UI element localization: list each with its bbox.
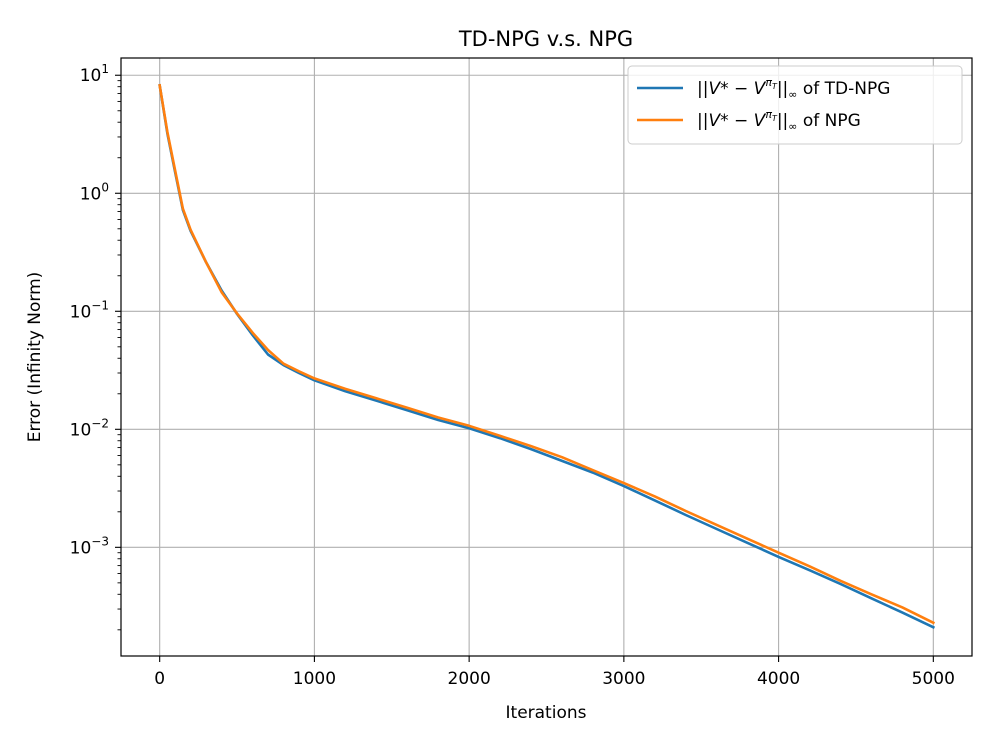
grid-lines: [121, 58, 972, 656]
legend-label-mid: * −: [720, 111, 754, 131]
y-tick-label-exponent: 1: [101, 62, 109, 76]
legend-label-mid: * −: [720, 79, 754, 99]
legend-label-sub: ∞: [788, 88, 797, 101]
y-tick-label-exponent: 0: [101, 180, 109, 194]
y-axis-label: Error (Infinity Norm): [25, 272, 45, 443]
legend-label-sub: ∞: [788, 120, 797, 133]
y-tick-label-base: 10: [70, 538, 92, 558]
x-axis-ticks: 0 1000 2000 3000 4000 5000: [154, 656, 955, 689]
legend-label-supsub: T: [772, 82, 778, 91]
legend-label: ||V* − VπT||∞ of NPG: [697, 108, 861, 133]
y-tick-label-exponent: −1: [91, 298, 109, 312]
legend-label: ||V* − VπT||∞ of TD-NPG: [697, 76, 890, 101]
y-tick-label: 10−2: [70, 416, 109, 440]
legend-label-pre: ||: [697, 111, 708, 131]
legend-label-sup: π: [765, 76, 772, 89]
x-tick-label: 0: [154, 669, 165, 689]
y-tick-label-exponent: −3: [91, 534, 109, 548]
x-tick-label: 1000: [293, 669, 336, 689]
legend-label-tail: of TD-NPG: [797, 79, 890, 99]
legend-label-post: ||: [777, 111, 788, 131]
y-tick-label: 10−3: [70, 534, 109, 558]
legend-label-pre: ||: [697, 79, 708, 99]
legend-label-v2: V: [754, 111, 767, 131]
chart-title: TD-NPG v.s. NPG: [458, 27, 633, 51]
y-tick-label-base: 10: [70, 420, 92, 440]
legend-label-post: ||: [777, 79, 788, 99]
series-lines: [158, 83, 936, 630]
legend-label-v1: V: [708, 79, 721, 99]
x-tick-label: 5000: [912, 669, 955, 689]
y-tick-label: 10−1: [70, 298, 109, 322]
y-tick-label-exponent: −2: [91, 416, 109, 430]
legend-label-sup: π: [765, 108, 772, 121]
y-tick-label: 101: [80, 62, 109, 86]
y-tick-label-base: 10: [70, 302, 92, 322]
x-axis-label: Iterations: [506, 703, 587, 723]
series-line-1: [158, 83, 936, 625]
y-tick-label-base: 10: [80, 66, 102, 86]
legend-label-v2: V: [754, 79, 767, 99]
legend-label-v1: V: [708, 111, 721, 131]
legend: ||V* − VπT||∞ of TD-NPG||V* − VπT||∞ of …: [627, 65, 963, 145]
x-tick-label: 2000: [448, 669, 491, 689]
legend-label-supsub: T: [772, 114, 778, 123]
y-tick-label-base: 10: [80, 184, 102, 204]
x-tick-label: 3000: [602, 669, 645, 689]
legend-box: [627, 65, 963, 145]
x-tick-label: 4000: [757, 669, 800, 689]
y-tick-label: 100: [80, 180, 109, 204]
plot-frame: [120, 57, 973, 657]
legend-label-tail: of NPG: [797, 111, 860, 131]
